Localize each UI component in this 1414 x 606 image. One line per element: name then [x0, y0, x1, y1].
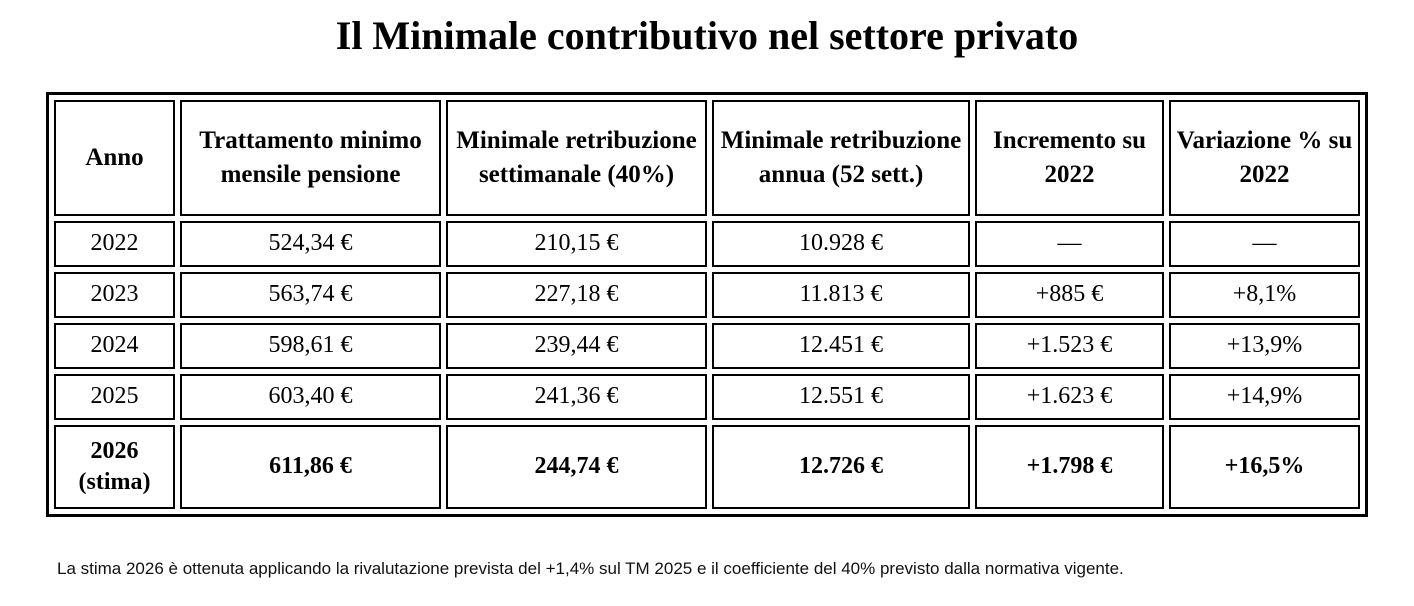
header-cell-trattamento-minimo: Trattamento minimo mensile pensione [180, 100, 441, 216]
variazione-cell: +14,9% [1169, 374, 1360, 420]
settimanale-cell: 210,15 € [446, 221, 707, 267]
settimanale-cell: 239,44 € [446, 323, 707, 369]
incremento-cell: +1.623 € [975, 374, 1164, 420]
year-cell: 2024 [54, 323, 175, 369]
incremento-cell: +1.798 € [975, 425, 1164, 509]
table-row-2024: 2024 598,61 € 239,44 € 12.451 € +1.523 €… [54, 323, 1360, 369]
annua-cell: 12.726 € [712, 425, 970, 509]
variazione-cell: +16,5% [1169, 425, 1360, 509]
annua-cell: 11.813 € [712, 272, 970, 318]
year-cell: 2023 [54, 272, 175, 318]
settimanale-cell: 241,36 € [446, 374, 707, 420]
header-cell-variazione: Variazione % su 2022 [1169, 100, 1360, 216]
trattamento-cell: 598,61 € [180, 323, 441, 369]
annua-cell: 10.928 € [712, 221, 970, 267]
year-cell: 2025 [54, 374, 175, 420]
annua-cell: 12.451 € [712, 323, 970, 369]
contributions-table: Anno Trattamento minimo mensile pensione… [46, 92, 1368, 517]
header-row: Anno Trattamento minimo mensile pensione… [54, 100, 1360, 216]
trattamento-cell: 603,40 € [180, 374, 441, 420]
table-row-2025: 2025 603,40 € 241,36 € 12.551 € +1.623 €… [54, 374, 1360, 420]
table-row-2022: 2022 524,34 € 210,15 € 10.928 € — — [54, 221, 1360, 267]
table-row-2023: 2023 563,74 € 227,18 € 11.813 € +885 € +… [54, 272, 1360, 318]
trattamento-cell: 524,34 € [180, 221, 441, 267]
table-header: Anno Trattamento minimo mensile pensione… [54, 100, 1360, 216]
table-row-2026-stima: 2026 (stima) 611,86 € 244,74 € 12.726 € … [54, 425, 1360, 509]
incremento-cell: +1.523 € [975, 323, 1164, 369]
trattamento-cell: 563,74 € [180, 272, 441, 318]
variazione-cell: +8,1% [1169, 272, 1360, 318]
incremento-cell: — [975, 221, 1164, 267]
header-cell-minimale-annua: Minimale retribuzione annua (52 sett.) [712, 100, 970, 216]
variazione-cell: +13,9% [1169, 323, 1360, 369]
trattamento-cell: 611,86 € [180, 425, 441, 509]
header-cell-anno: Anno [54, 100, 175, 216]
incremento-cell: +885 € [975, 272, 1164, 318]
header-cell-minimale-settimanale: Minimale retribuzione settimanale (40%) [446, 100, 707, 216]
page-title: Il Minimale contributivo nel settore pri… [335, 13, 1079, 58]
year-cell: 2026 (stima) [54, 425, 175, 509]
header-cell-incremento: Incremento su 2022 [975, 100, 1164, 216]
annua-cell: 12.551 € [712, 374, 970, 420]
table-body: 2022 524,34 € 210,15 € 10.928 € — — 2023… [54, 221, 1360, 509]
settimanale-cell: 227,18 € [446, 272, 707, 318]
variazione-cell: — [1169, 221, 1360, 267]
settimanale-cell: 244,74 € [446, 425, 707, 509]
footnote: La stima 2026 è ottenuta applicando la r… [57, 559, 1124, 578]
year-cell: 2022 [54, 221, 175, 267]
